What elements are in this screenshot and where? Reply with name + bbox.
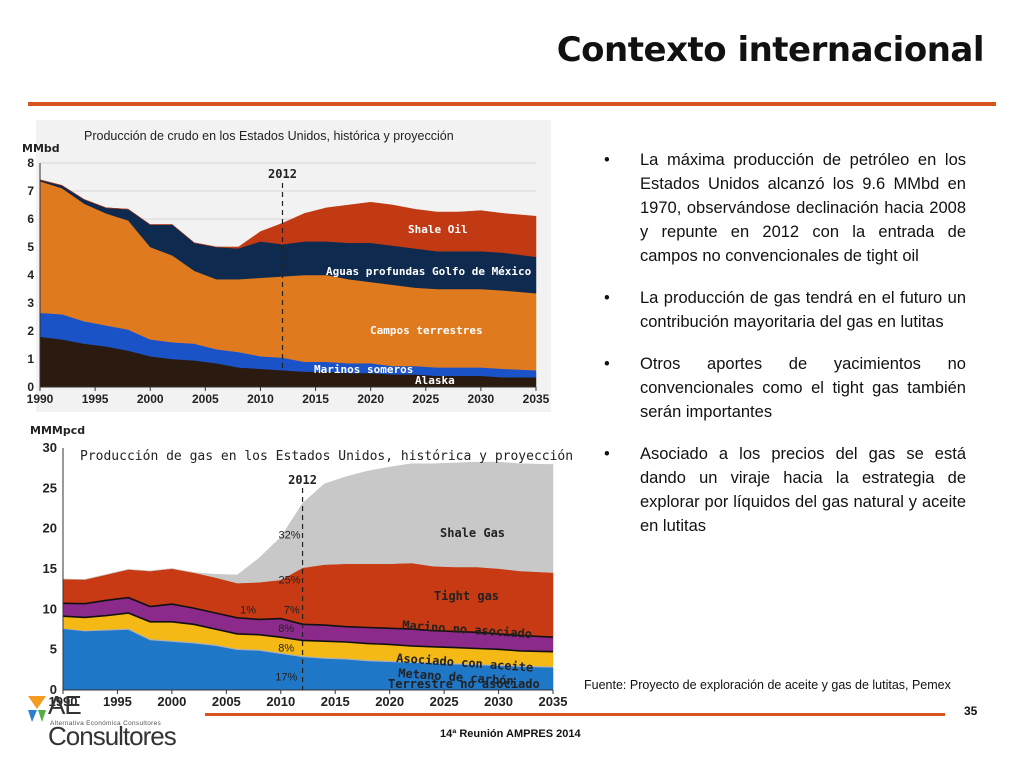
percent-label: 17% [275,671,297,683]
chart-1: 0 1 2 3 4 5 6 7 8 1990 1995 2000 2005 2010 2015 2020 202… [22,120,551,412]
x-tick-label: 1990 [49,694,78,709]
series-label: Shale Oil [408,223,468,236]
bullet-list: • La máxima producción de petróleo en los… [600,148,966,556]
x-tick-label: 2000 [137,392,164,406]
percent-label: 25% [278,575,300,587]
bullet-text: Otros aportes de yacimientos no convenci… [640,355,966,421]
x-tick-label: 2010 [266,694,295,709]
percent-label: 8% [278,642,294,654]
series-label: Campos terrestres [370,324,483,337]
bullet-dot-icon: • [604,355,610,373]
x-tick-label: 2000 [157,694,186,709]
annotation-label: 2012 [288,473,317,487]
x-tick-label: 1995 [103,694,132,709]
chart-title: Producción de crudo en los Estados Unido… [84,129,454,143]
annotation-label: 2012 [268,167,297,181]
percent-label: 1% [240,604,256,616]
logo-mark-icon [28,696,46,722]
x-tick-label: 2005 [212,694,241,709]
company-logo: AE Consultores Alternativa Económica Con… [26,690,206,751]
y-tick-label: 4 [27,268,34,282]
x-tick-label: 2010 [247,392,274,406]
y-axis-label: MMMpcd [30,424,85,437]
y-tick-label: 0 [27,380,34,394]
series-label: Alaska [415,374,455,387]
y-tick-label: 8 [27,156,34,170]
y-tick-label: 25 [43,480,57,495]
x-tick-label: 2015 [321,694,350,709]
bullet-item: • La producción de gas tendrá en el futur… [600,286,966,334]
title-divider [28,102,996,106]
chart-title: Producción de gas en los Estados Unidos,… [80,449,573,464]
x-tick-label: 2020 [357,392,384,406]
bullet-text: La máxima producción de petróleo en los … [640,151,966,265]
source-note: Fuente: Proyecto de exploración de aceit… [584,678,951,692]
x-tick-label: 2005 [192,392,219,406]
y-tick-label: 7 [27,184,34,198]
y-tick-label: 3 [27,296,34,310]
y-tick-label: 5 [27,240,34,254]
y-tick-label: 5 [50,642,57,657]
x-tick-label: 2035 [539,694,568,709]
bullet-item: • La máxima producción de petróleo en los… [600,148,966,268]
series-label: Tight gas [434,589,499,603]
logo-subtext: Alternativa Económica Consultores [50,720,162,727]
percent-label: 7% [284,604,300,616]
logo-text: AE Consultores [48,690,177,751]
bullet-dot-icon: • [604,289,610,307]
page-title: Contexto internacional [556,30,985,70]
bullet-dot-icon: • [604,151,610,169]
y-tick-label: 1 [27,352,34,366]
y-axis-label: MMbd [22,142,60,155]
bullet-dot-icon: • [604,445,610,463]
bullet-item: • Asociado a los precios del gas se está … [600,442,966,538]
series-area [62,461,554,584]
y-tick-label: 30 [43,440,57,455]
series-label: Shale Gas [440,526,505,540]
x-tick-label: 2015 [302,392,329,406]
bullet-item: • Otros aportes de yacimientos no convenc… [600,352,966,424]
y-tick-label: 15 [43,561,57,576]
percent-label: 32% [278,529,300,541]
series-label: Terrestre no asociado [388,677,540,691]
x-tick-label: 2035 [523,392,550,406]
footer-text: 14ª Reunión AMPRES 2014 [440,728,581,740]
series-area [39,179,537,258]
x-tick-label: 2030 [468,392,495,406]
x-tick-label: 2020 [375,694,404,709]
series-label: Aguas profundas Golfo de México [326,265,532,278]
series-label: Marinos someros [314,363,413,376]
x-tick-label: 1990 [27,392,54,406]
series-boundary-line [62,612,554,653]
footer-divider [205,713,945,716]
x-tick-label: 2030 [484,694,513,709]
y-tick-label: 10 [43,601,57,616]
y-tick-label: 6 [27,212,34,226]
bullet-text: Asociado a los precios del gas se está d… [640,445,966,535]
percent-label: 8% [278,623,294,635]
x-tick-label: 2025 [430,694,459,709]
y-tick-label: 20 [43,521,57,536]
y-tick-label: 2 [27,324,34,338]
y-tick-label: 0 [50,682,57,697]
page-number: 35 [964,704,978,718]
bullet-text: La producción de gas tendrá en el futuro… [640,289,966,331]
x-tick-label: 1995 [82,392,109,406]
x-tick-label: 2025 [412,392,439,406]
